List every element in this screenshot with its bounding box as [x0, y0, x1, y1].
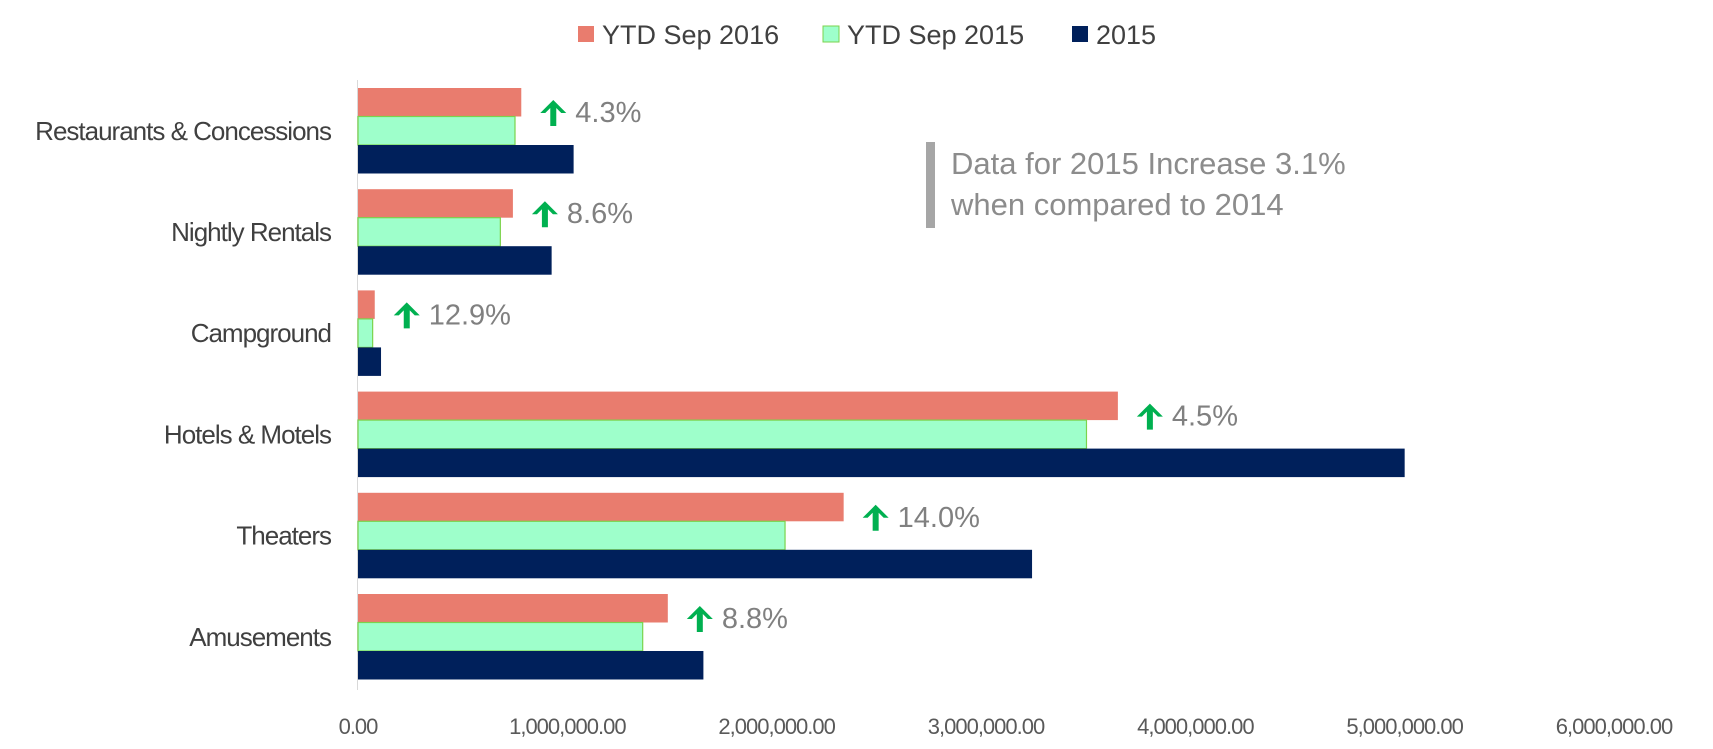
bar	[358, 145, 574, 174]
x-tick-label: 3,000,000.00	[928, 714, 1045, 739]
x-tick-labels: 0.00 1,000,000.00 2,000,000.00 3,000,000.00…	[339, 714, 1674, 739]
x-tick-label: 1,000,000.00	[509, 714, 626, 739]
annotation-line-1: Data for 2015 Increase 3.1%	[951, 146, 1346, 181]
change-labels: 4.3% 8.6% 12.9% 4.5% 14.0% 8.8%	[393, 97, 1238, 635]
change-label: 12.9%	[429, 299, 511, 331]
x-tick-label: 4,000,000.00	[1137, 714, 1254, 739]
bar	[357, 419, 1088, 450]
change-label: 8.8%	[722, 603, 788, 635]
change-indicator: 4.5%	[1136, 401, 1238, 433]
x-tick-label: 0.00	[339, 714, 379, 739]
legend: YTD Sep 2016 YTD Sep 2015 2015	[578, 20, 1156, 50]
bar	[358, 391, 1118, 421]
bars-group	[357, 88, 1405, 680]
annotation-line-2: when compared to 2014	[950, 187, 1284, 222]
x-tick-label: 2,000,000.00	[718, 714, 835, 739]
legend-label: YTD Sep 2015	[847, 20, 1024, 50]
bar	[357, 318, 374, 348]
x-tick-label: 6,000,000.00	[1556, 714, 1673, 739]
up-arrow-icon	[540, 100, 567, 126]
legend-label: 2015	[1096, 20, 1156, 50]
bar	[358, 347, 382, 376]
bar	[358, 594, 668, 623]
bar	[358, 492, 844, 522]
bar	[357, 621, 644, 652]
bar	[357, 115, 516, 146]
bar	[357, 520, 786, 551]
change-indicator: 4.3%	[540, 97, 641, 129]
annotation-bar	[926, 142, 935, 228]
up-arrow-icon	[1136, 403, 1163, 430]
bar	[358, 448, 1405, 478]
category-label: Hotels & Motels	[164, 419, 332, 449]
category-label: Restaurants & Concessions	[35, 116, 332, 146]
bar	[358, 246, 552, 275]
category-labels: Restaurants & Concessions Nightly Rentals…	[35, 116, 333, 652]
bar	[358, 189, 513, 218]
change-label: 8.6%	[567, 198, 633, 230]
change-label: 14.0%	[898, 502, 980, 534]
category-label: Campground	[191, 318, 331, 348]
bar	[357, 217, 501, 247]
change-indicator: 14.0%	[862, 502, 980, 534]
legend-label: YTD Sep 2016	[602, 20, 779, 50]
bar	[358, 290, 375, 319]
x-tick-label: 5,000,000.00	[1346, 714, 1463, 739]
category-label: Theaters	[236, 521, 332, 551]
category-label: Amusements	[189, 622, 332, 652]
change-indicator: 8.6%	[531, 198, 633, 230]
bar	[358, 549, 1033, 579]
change-indicator: 8.8%	[686, 603, 788, 635]
up-arrow-icon	[686, 606, 713, 632]
up-arrow-icon	[531, 201, 558, 228]
change-label: 4.5%	[1172, 401, 1238, 433]
legend-swatch	[822, 25, 840, 43]
bar	[358, 88, 522, 117]
legend-swatch	[578, 26, 594, 42]
change-label: 4.3%	[575, 97, 641, 129]
category-label: Nightly Rentals	[171, 217, 332, 247]
change-indicator: 12.9%	[393, 299, 511, 331]
legend-swatch	[1072, 26, 1088, 42]
up-arrow-icon	[862, 504, 889, 531]
annotation: Data for 2015 Increase 3.1% when compare…	[926, 142, 1346, 228]
up-arrow-icon	[393, 302, 420, 329]
bar	[358, 651, 704, 680]
